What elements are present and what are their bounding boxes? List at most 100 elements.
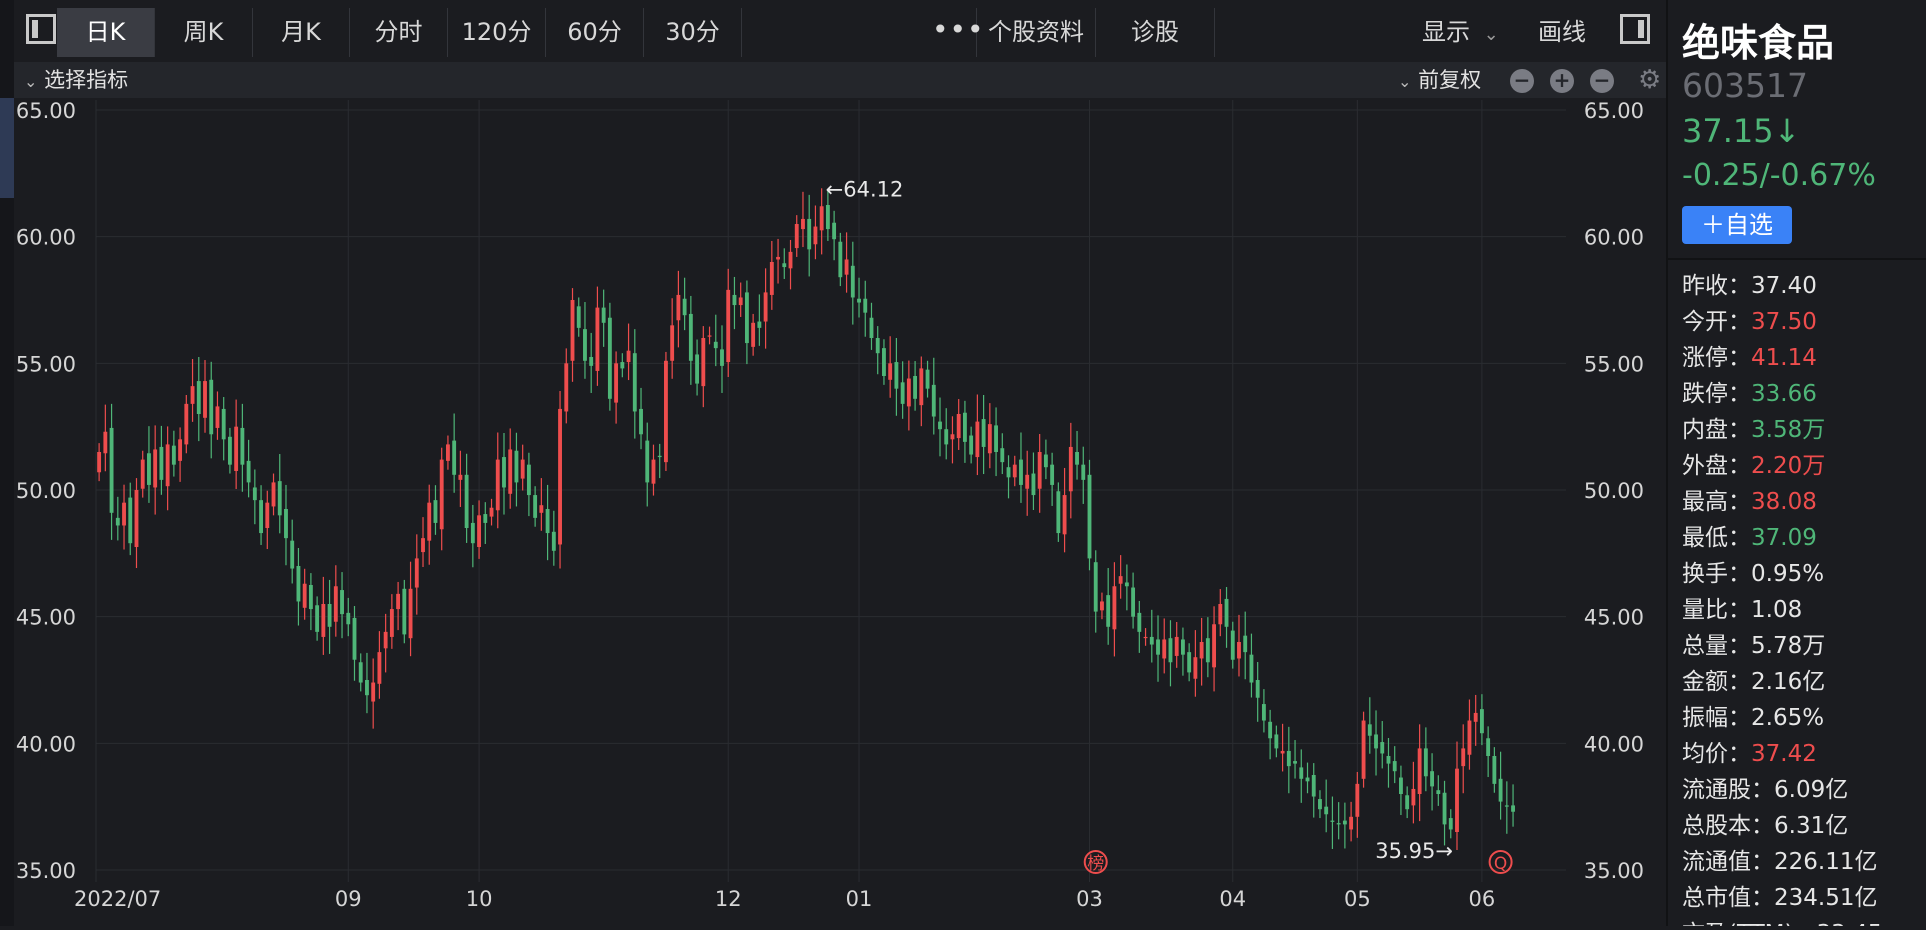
stock-profile-button[interactable]: 个股资料 (977, 8, 1096, 57)
tab-week[interactable]: 周K (155, 8, 253, 57)
candle-body-up (421, 538, 425, 553)
stat-value: 38.08 (1751, 489, 1817, 515)
candle-body-down (1405, 795, 1410, 810)
stat-label: 量比： (1682, 597, 1751, 623)
select-indicator-button[interactable]: ⌄ 选择指标 (24, 62, 128, 100)
candle-body-down (290, 540, 295, 569)
candle-body-down (147, 453, 151, 485)
candle-body-up (1068, 446, 1073, 492)
minus-circle-icon[interactable]: − (1590, 69, 1614, 93)
adjust-mode-dropdown[interactable]: ⌄ 前复权 (1398, 62, 1481, 100)
candle-body-down (1392, 761, 1397, 772)
right-panel-toggle-icon[interactable] (1620, 14, 1650, 44)
candle-body-down (1031, 473, 1036, 496)
stat-value: 3.58万 (1751, 417, 1826, 443)
candle-body-down (720, 349, 724, 366)
candle-body-up (844, 259, 849, 275)
more-periods-button[interactable]: ••• (932, 8, 984, 57)
candle-body-up (801, 218, 805, 230)
stat-value: 33.66 (1751, 381, 1817, 407)
stat-value: 2.65% (1751, 705, 1825, 731)
candle-body-up (389, 609, 394, 637)
y-tick-label-right: 55.00 (1584, 352, 1644, 376)
candle-body-down (109, 427, 114, 513)
candle-body-down (981, 419, 986, 447)
kline-chart-svg[interactable]: 65.00 65.00 60.00 60.00 55.00 55.00 50.00 50.00… (14, 98, 1666, 926)
candle-body-down (308, 585, 313, 610)
candle-body-up (595, 307, 600, 371)
candle-body-up (1280, 750, 1285, 754)
candle-body-down (607, 317, 612, 399)
tab-intraday[interactable]: 分时 (350, 8, 448, 57)
stat-value: 226.11亿 (1774, 849, 1878, 875)
candle-body-down (1137, 612, 1142, 632)
stat-row: 总量：5.78万 (1682, 628, 1882, 664)
stat-label: 均价： (1682, 741, 1751, 767)
x-tick-label: 04 (1219, 887, 1246, 911)
candle-body-down (284, 509, 288, 539)
chevron-down-icon: ⌄ (1483, 24, 1499, 45)
candle-body-up (302, 583, 307, 608)
candle-body-up (234, 426, 239, 471)
gear-icon[interactable]: ⚙ (1638, 65, 1662, 95)
stat-row: 跌停：33.66 (1682, 376, 1882, 412)
stat-value: 1.08 (1751, 597, 1803, 623)
left-panel-toggle-icon[interactable] (26, 14, 56, 44)
stat-row: 内盘：3.58万 (1682, 412, 1882, 448)
candle-body-up (495, 459, 500, 511)
tab-period-6[interactable]: 30分 (644, 8, 742, 57)
candle-body-down (246, 460, 251, 483)
candle-body-down (931, 384, 936, 417)
stock-name: 绝味食品 (1682, 21, 1835, 65)
candle-body-down (1131, 587, 1136, 617)
candle-body-down (1081, 464, 1086, 480)
candle-body-down (857, 298, 861, 303)
candle-body-up (956, 414, 961, 439)
candle-body-down (1056, 491, 1061, 534)
candle-body-down (944, 429, 949, 445)
candle-body-up (950, 434, 955, 440)
candle-body-down (1230, 630, 1235, 660)
candle-body-up (190, 386, 195, 404)
candle-body-up (763, 292, 768, 322)
candle-body-down (1342, 820, 1347, 825)
tab-period-5[interactable]: 60分 (546, 8, 644, 57)
x-tick-label: 09 (335, 887, 362, 911)
candle-body-down (196, 381, 201, 414)
x-tick-label: 05 (1344, 887, 1371, 911)
candle-body-down (159, 446, 164, 480)
candle-body-down (589, 357, 594, 366)
tab-day[interactable]: 日K (57, 8, 155, 57)
stat-label: 市盈(TTM)： (1682, 921, 1817, 926)
kline-chart[interactable]: 65.00 65.00 60.00 60.00 55.00 55.00 50.00 50.00… (14, 98, 1666, 926)
stat-row: 流通股：6.09亿 (1682, 772, 1882, 808)
draw-line-button[interactable]: 画线 (1538, 18, 1586, 46)
stat-row: 最高：38.08 (1682, 484, 1882, 520)
candle-body-up (1355, 783, 1360, 817)
y-tick-label-left: 50.00 (16, 479, 76, 503)
candle-body-down (913, 376, 918, 399)
plus-circle-icon[interactable]: + (1550, 69, 1574, 93)
stat-row: 涨停：41.14 (1682, 340, 1882, 376)
tab-month[interactable]: 月K (253, 8, 350, 57)
add-to-watchlist-button[interactable]: ＋自选 (1682, 206, 1792, 244)
diagnose-button[interactable]: 诊股 (1096, 8, 1215, 57)
candle-body-up (1461, 748, 1466, 767)
candle-body-down (1492, 756, 1497, 784)
candle-body-down (1367, 724, 1372, 736)
stat-label: 振幅： (1682, 705, 1751, 731)
candle-body-up (1212, 624, 1217, 668)
y-tick-label-left: 65.00 (16, 99, 76, 123)
display-menu-button[interactable]: 显示 ⌄ (1422, 8, 1499, 57)
candle-body-up (738, 297, 743, 306)
tab-period-4[interactable]: 120分 (448, 8, 546, 57)
x-tick-label: 2022/07 (74, 887, 161, 911)
candle-body-down (1249, 654, 1254, 683)
minus-circle-icon[interactable]: − (1510, 69, 1534, 93)
candle-body-down (115, 517, 120, 526)
event-marker-icon (1083, 850, 1108, 874)
low-price-label: 35.95→ (1375, 839, 1453, 863)
candle-body-up (271, 482, 276, 507)
candle-body-up (178, 439, 183, 461)
select-indicator-label: 选择指标 (44, 68, 129, 92)
